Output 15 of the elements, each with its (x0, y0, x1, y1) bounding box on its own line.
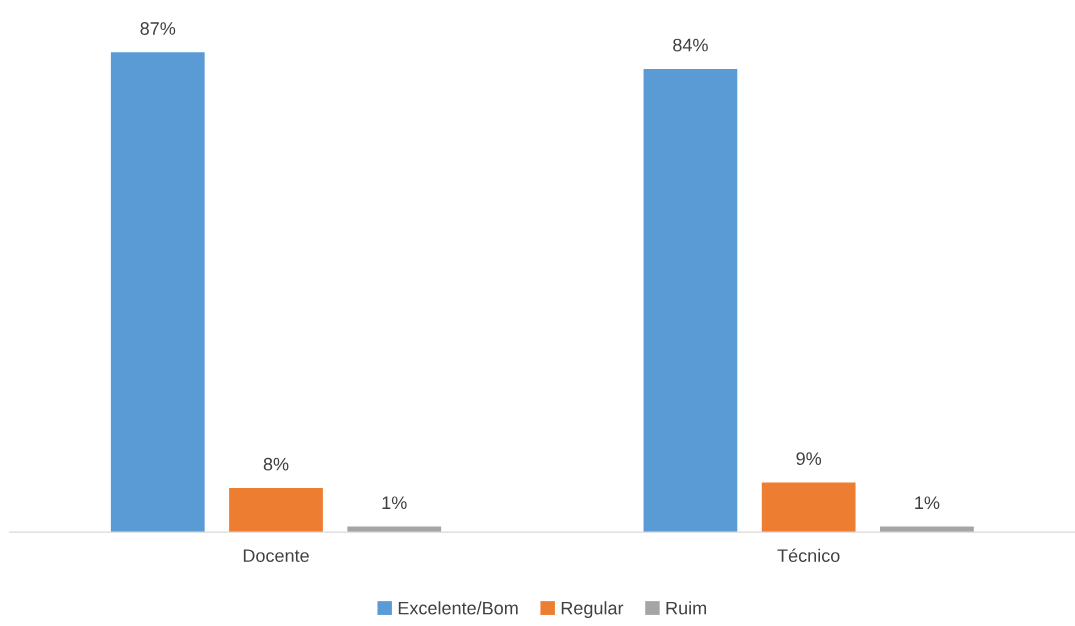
legend-label: Excelente/Bom (398, 601, 518, 615)
data-label: 9% (796, 452, 822, 466)
bar (643, 68, 738, 533)
data-label: 8% (263, 457, 289, 471)
bar (110, 52, 205, 533)
x-tick-label: Docente (243, 549, 309, 563)
legend-label: Regular (561, 601, 624, 619)
bar (761, 482, 856, 533)
x-tick-label: Técnico (777, 548, 840, 563)
data-label: 1% (382, 496, 407, 510)
legend-label: Ruim (666, 601, 706, 615)
data-label: 84% (673, 38, 708, 52)
bar (229, 487, 323, 533)
data-label: 87% (140, 22, 176, 35)
data-label: 1% (915, 496, 940, 510)
